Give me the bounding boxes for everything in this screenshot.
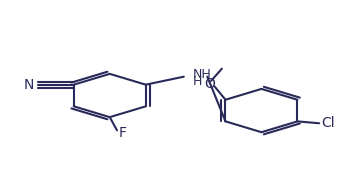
Text: NH: NH xyxy=(193,68,211,81)
Text: Cl: Cl xyxy=(321,116,335,130)
Text: O: O xyxy=(204,77,215,91)
Text: N: N xyxy=(23,78,34,92)
Text: H: H xyxy=(193,75,202,88)
Text: F: F xyxy=(118,126,126,140)
